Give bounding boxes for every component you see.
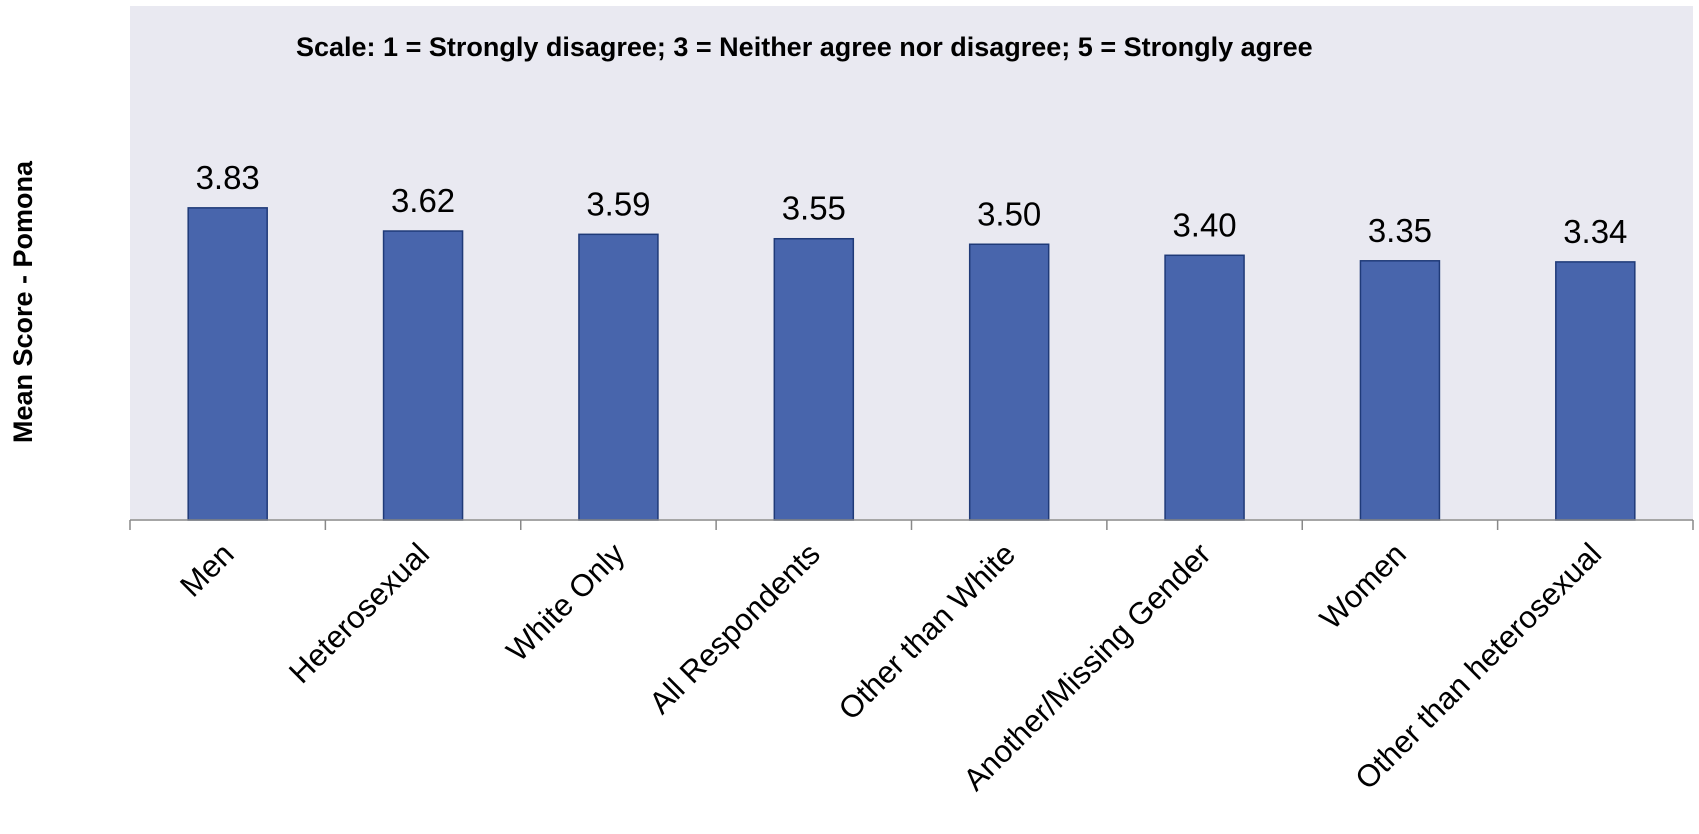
- x-tick-label: Other than White: [832, 536, 1022, 726]
- scale-annotation: Scale: 1 = Strongly disagree; 3 = Neithe…: [296, 32, 1313, 62]
- bar-value-label: 3.55: [782, 190, 846, 227]
- bar-value-label: 3.83: [196, 159, 260, 196]
- x-tick-label: Women: [1313, 536, 1413, 636]
- bar: [1555, 261, 1636, 521]
- bar: [578, 233, 659, 521]
- x-ticks-group: [129, 520, 1694, 530]
- plot-area: [130, 6, 1693, 519]
- bar: [187, 207, 268, 521]
- bar: [1359, 260, 1441, 521]
- bar-value-label: 3.62: [391, 182, 455, 219]
- x-tick-labels-group: Men Heterosexual White Only All Respondents…: [173, 536, 1608, 797]
- bar: [1164, 254, 1245, 521]
- x-tick-label: Men: [173, 536, 240, 603]
- bar-value-label: 3.34: [1563, 213, 1627, 250]
- x-tick-label: All Respondents: [642, 536, 826, 720]
- y-axis-label: Mean Score - Pomona: [8, 160, 38, 443]
- x-tick-label: Heterosexual: [282, 536, 436, 690]
- bar-value-label: 3.50: [977, 195, 1041, 232]
- data-labels-group: 3.83 3.62 3.59 3.55 3.50 3.40 3.35 3.34: [196, 159, 1628, 250]
- bar: [968, 243, 1050, 521]
- bar-value-label: 3.40: [1172, 206, 1236, 243]
- bar-value-label: 3.35: [1368, 212, 1432, 249]
- bar: [773, 237, 855, 521]
- bar: [382, 230, 464, 521]
- bar-value-label: 3.59: [586, 185, 650, 222]
- x-tick-label: White Only: [499, 536, 631, 668]
- bars-group: [187, 207, 1636, 521]
